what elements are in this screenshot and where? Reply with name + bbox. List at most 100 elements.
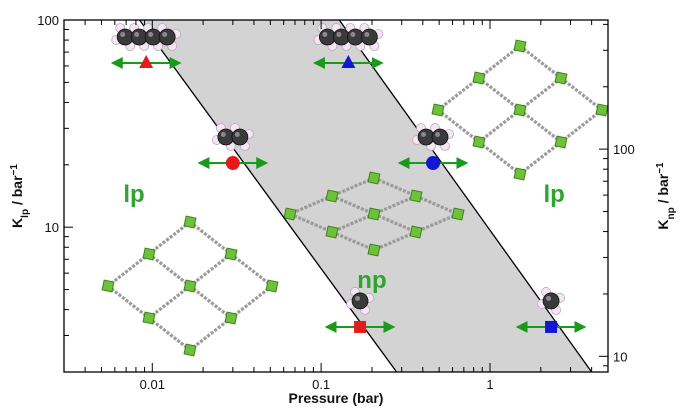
framework-node (451, 207, 465, 221)
triangle-marker-1 (139, 55, 154, 69)
molecule-small-6 (537, 287, 565, 315)
x-axis-title: Pressure (bar) (289, 390, 384, 406)
axes: 0.01 0.1 1 10 100 10 100 Pressure (bar) Klp / ba… (9, 13, 677, 406)
framework-linker (331, 230, 375, 252)
framework-node (265, 279, 279, 293)
y-left-axis-title-unit: / bar (9, 175, 25, 209)
framework-node (513, 103, 527, 117)
framework-node (554, 135, 568, 149)
carbon-highlight (322, 32, 328, 38)
carbon-highlight (120, 32, 126, 38)
framework-linker (107, 252, 150, 288)
framework-linker (230, 284, 273, 320)
framework-node (367, 243, 381, 257)
framework-node (367, 207, 381, 221)
carbon-highlight (134, 32, 140, 38)
y-left-tick-label: 10 (45, 220, 59, 235)
framework-node (513, 167, 527, 181)
y-left-tick-label: 100 (37, 13, 59, 28)
y-right-axis-title-base: K (655, 219, 671, 229)
framework-node (595, 103, 609, 117)
framework-linker (230, 252, 273, 288)
y-right-axis-title-sub: np (666, 207, 677, 219)
carbon-highlight (355, 295, 361, 301)
framework-linker (331, 176, 375, 198)
large-pore-framework-right (431, 39, 609, 181)
framework-node (472, 71, 486, 85)
square-marker-3 (354, 320, 367, 333)
y-right-axis-title: Knp / bar−1 (655, 162, 677, 230)
framework-node (283, 207, 297, 221)
carbon-highlight (220, 132, 226, 138)
y-left-axis-title-sub: lp (20, 209, 31, 218)
framework-node (554, 71, 568, 85)
framework-node (224, 311, 238, 325)
framework-linker (373, 212, 417, 234)
framework-linker (519, 140, 562, 176)
y-right-axis-title-unit: / bar (655, 173, 671, 207)
carbon-atom (231, 128, 249, 146)
carbon-atom (431, 128, 449, 146)
carbon-highlight (162, 32, 168, 38)
framework-linker (478, 140, 521, 176)
framework-linker (373, 176, 417, 198)
framework-node (183, 279, 197, 293)
square-marker-6 (545, 320, 558, 333)
framework-linker (189, 284, 232, 320)
y-right-tick-label: 100 (613, 142, 635, 157)
framework-linker (560, 76, 603, 112)
y-left-axis-title-base: K (9, 218, 25, 228)
framework-linker (437, 76, 480, 112)
framework-linker (415, 212, 459, 234)
framework-linker (415, 194, 459, 216)
framework-linker (478, 44, 521, 80)
y-left-axis-title: Klp / bar−1 (9, 164, 31, 228)
molecules-layer (111, 23, 565, 315)
narrow-pore-framework (283, 171, 465, 257)
plot-frame (63, 19, 609, 373)
large-pore-framework-left (101, 215, 279, 357)
framework-node (513, 39, 527, 53)
x-tick-label: 0.01 (140, 377, 165, 392)
framework-linker (189, 316, 232, 352)
framework-linker (148, 284, 191, 320)
framework-linker (148, 220, 191, 256)
framework-linker (107, 284, 150, 320)
molecule-large-1 (111, 23, 182, 51)
shaded-np-region (139, 20, 592, 372)
molecule-small-3 (346, 287, 374, 315)
framework-node (183, 343, 197, 357)
carbon-atom (360, 28, 378, 46)
framework-linker (478, 108, 521, 144)
x-tick-label: 0.1 (312, 377, 330, 392)
framework-linker (331, 194, 375, 216)
framework-linker (148, 316, 191, 352)
y-left-axis-title-sup: −1 (9, 164, 20, 176)
carbon-highlight (148, 32, 154, 38)
series-line-1 (138, 19, 398, 373)
framework-linker (289, 212, 333, 234)
framework-node (325, 189, 339, 203)
framework-illustrations (101, 39, 609, 357)
framework-node (183, 215, 197, 229)
framework-linker (478, 76, 521, 112)
carbon-highlight (350, 32, 356, 38)
carbon-highlight (421, 132, 427, 138)
molecule-medium-5 (412, 123, 454, 151)
framework-linker (437, 108, 480, 144)
framework-linker (331, 212, 375, 234)
carbon-highlight (435, 132, 441, 138)
carbon-atom (351, 292, 369, 310)
framework-linker (148, 252, 191, 288)
framework-linker (519, 44, 562, 80)
framework-node (142, 311, 156, 325)
framework-node (101, 279, 115, 293)
framework-linker (519, 76, 562, 112)
circle-marker-5 (426, 156, 441, 171)
markers-layer (110, 55, 587, 333)
framework-node (142, 247, 156, 261)
region-label-np-2: np (357, 267, 386, 294)
y-right-axis-title-sup: −1 (655, 162, 666, 174)
triangle-marker-4 (341, 55, 356, 69)
